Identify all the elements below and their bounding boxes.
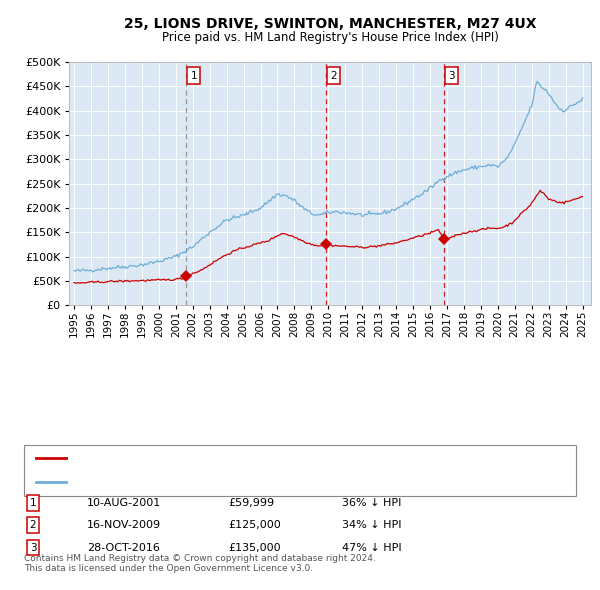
Text: 25, LIONS DRIVE, SWINTON, MANCHESTER, M27 4UX (detached house): 25, LIONS DRIVE, SWINTON, MANCHESTER, M2… [72,454,442,463]
Text: £125,000: £125,000 [228,520,281,530]
Text: 2: 2 [331,71,337,81]
Text: 1: 1 [29,498,37,507]
Text: 10-AUG-2001: 10-AUG-2001 [87,498,161,507]
Text: 34% ↓ HPI: 34% ↓ HPI [342,520,401,530]
Text: 25, LIONS DRIVE, SWINTON, MANCHESTER, M27 4UX: 25, LIONS DRIVE, SWINTON, MANCHESTER, M2… [124,17,536,31]
Text: £59,999: £59,999 [228,498,274,507]
Text: 28-OCT-2016: 28-OCT-2016 [87,543,160,552]
Text: 1: 1 [190,71,197,81]
Text: 16-NOV-2009: 16-NOV-2009 [87,520,161,530]
Text: Price paid vs. HM Land Registry's House Price Index (HPI): Price paid vs. HM Land Registry's House … [161,31,499,44]
Text: HPI: Average price, detached house, Salford: HPI: Average price, detached house, Salf… [72,477,302,487]
Text: 47% ↓ HPI: 47% ↓ HPI [342,543,401,552]
Text: £135,000: £135,000 [228,543,281,552]
Text: Contains HM Land Registry data © Crown copyright and database right 2024.
This d: Contains HM Land Registry data © Crown c… [24,554,376,573]
Text: 2: 2 [29,520,37,530]
Text: 36% ↓ HPI: 36% ↓ HPI [342,498,401,507]
Text: 3: 3 [29,543,37,552]
Text: 3: 3 [448,71,455,81]
